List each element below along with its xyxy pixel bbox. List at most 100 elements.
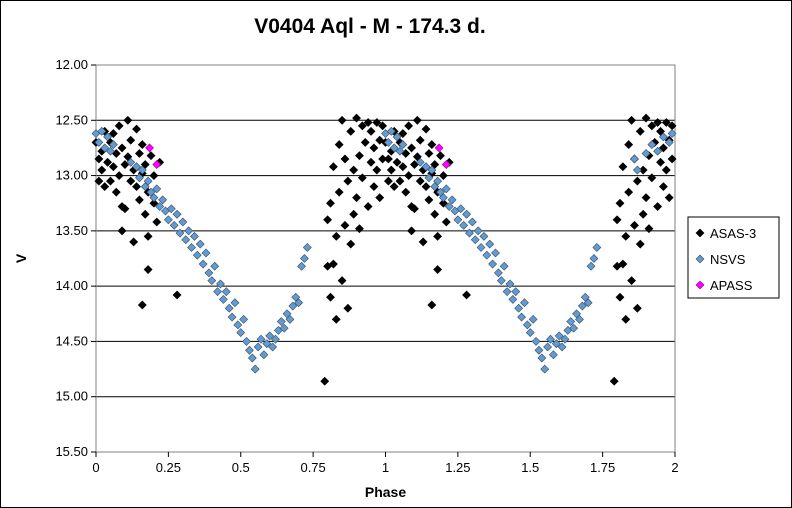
data-point (346, 239, 356, 249)
data-point (624, 140, 634, 150)
data-point (661, 165, 671, 175)
data-point (392, 157, 402, 167)
data-point (259, 350, 269, 360)
axis-ticks: 12.00 12.50 13.00 13.50 14.00 14.50 15.00 15.50… (55, 57, 678, 475)
data-point (493, 268, 503, 278)
data-point (525, 328, 535, 338)
data-point (245, 345, 254, 355)
data-point (181, 235, 191, 245)
data-point (496, 276, 506, 286)
data-point (404, 121, 414, 131)
data-point (247, 353, 257, 363)
data-point (137, 300, 147, 310)
data-point (641, 149, 651, 158)
y-tick-label: 14.00 (55, 278, 88, 293)
data-point (172, 209, 182, 219)
data-point (169, 220, 179, 230)
data-point (145, 143, 154, 153)
data-point (137, 140, 147, 150)
data-point (554, 331, 564, 341)
data-point (143, 231, 153, 241)
data-point (155, 202, 165, 211)
data-point (548, 350, 558, 360)
data-point (123, 115, 133, 125)
data-point (349, 209, 359, 219)
x-tick-label: 1 (382, 460, 389, 475)
data-point (589, 254, 599, 263)
data-point (540, 364, 550, 374)
data-point (386, 165, 396, 175)
data-point (647, 140, 657, 150)
data-point (366, 157, 376, 167)
data-point (108, 140, 118, 150)
legend-label: NSVS (710, 252, 746, 267)
data-point (349, 165, 359, 175)
data-point (632, 165, 642, 175)
data-point (352, 113, 361, 123)
data-point (340, 154, 350, 164)
data-point (389, 143, 399, 153)
data-point (152, 160, 162, 169)
data-point (114, 121, 124, 131)
data-point (239, 314, 249, 324)
data-point (94, 137, 104, 147)
data-point (467, 217, 477, 227)
data-point (111, 187, 121, 197)
legend-label: ASAS-3 (710, 226, 756, 241)
data-point (360, 137, 370, 147)
data-point (635, 126, 645, 136)
data-point (100, 143, 110, 153)
data-point (641, 193, 651, 203)
data-point (178, 217, 188, 227)
data-point (146, 151, 156, 161)
data-point (658, 132, 668, 142)
data-point (398, 140, 408, 150)
data-point (106, 176, 115, 186)
data-point (357, 173, 367, 183)
data-point (331, 314, 341, 324)
data-point (106, 146, 115, 156)
legend-label: APASS (710, 278, 753, 293)
data-point (135, 195, 144, 205)
data-point (647, 121, 657, 131)
data-point (421, 124, 431, 134)
data-point (218, 294, 228, 304)
data-point (175, 228, 185, 238)
data-point (441, 217, 451, 227)
data-point (537, 353, 547, 363)
data-point (433, 231, 443, 241)
data-point (482, 250, 492, 260)
data-point (262, 339, 272, 349)
data-point (132, 124, 141, 134)
data-point (424, 149, 434, 158)
y-tick-label: 13.00 (55, 168, 88, 183)
data-point (427, 300, 437, 310)
data-point (517, 312, 526, 322)
data-point (410, 204, 419, 214)
data-point (433, 176, 443, 186)
data-point (612, 215, 622, 225)
data-point (149, 171, 159, 180)
data-point (323, 215, 333, 225)
x-tick-label: 1.5 (521, 460, 539, 475)
data-point (357, 121, 367, 131)
data-point (557, 342, 567, 352)
data-point (638, 209, 648, 219)
y-tick-label: 15.50 (55, 444, 88, 459)
data-point (343, 303, 353, 313)
series-nsvs (91, 126, 677, 374)
data-point (383, 176, 393, 186)
data-point (508, 294, 518, 304)
grid-lines (96, 119, 675, 398)
data-point (328, 162, 338, 172)
data-point (635, 239, 645, 249)
data-point (430, 209, 440, 219)
data-point (412, 115, 422, 125)
data-point (117, 143, 127, 153)
data-point (577, 301, 587, 311)
series-apass (145, 143, 451, 169)
data-point (158, 195, 168, 205)
data-point (566, 317, 576, 326)
data-point (522, 320, 532, 330)
data-point (195, 239, 205, 249)
